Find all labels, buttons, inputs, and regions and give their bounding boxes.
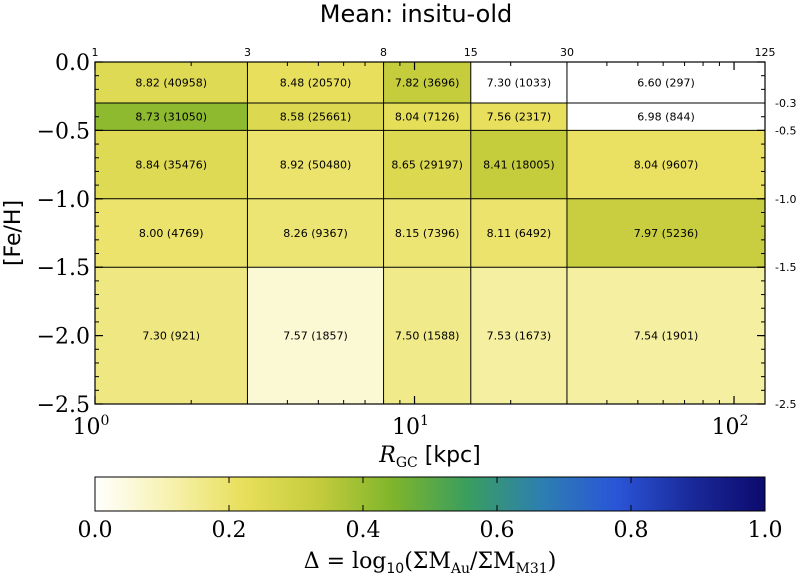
cell-label: 8.84 (35476) xyxy=(135,159,207,172)
heatmap-cell xyxy=(247,103,384,131)
y-axis-ticks: 0.0 −0.5 −1.0 −1.5 −2.0 −2.5 xyxy=(37,51,765,418)
y-tick-label: 0.0 xyxy=(55,51,90,76)
heatmap-cell xyxy=(566,198,765,268)
top-edge-label: 3 xyxy=(244,46,251,59)
cell-label: 7.57 (1857) xyxy=(283,330,348,343)
x-axis-label-main: R xyxy=(378,443,396,468)
y-axis-label: [Fe/H] xyxy=(1,200,26,266)
heatmap-cell xyxy=(247,267,384,404)
cell-label: 7.30 (1033) xyxy=(487,77,552,90)
cell-label: 8.15 (7396) xyxy=(395,227,460,240)
colorbar-tick-label: 0.4 xyxy=(346,518,381,543)
heatmap-cell xyxy=(95,62,248,104)
y-tick-label: −1.0 xyxy=(37,188,90,213)
x-axis-label-unit: [kpc] xyxy=(418,443,481,468)
x-tick-label: 102 xyxy=(712,413,749,440)
right-edge-label: -0.5 xyxy=(775,124,796,137)
heatmap-cell xyxy=(470,62,567,104)
cell-label: 8.04 (7126) xyxy=(395,111,460,124)
heatmap-cell xyxy=(383,198,471,268)
cell-label: 8.04 (9607) xyxy=(634,159,699,172)
cell-label: 6.98 (844) xyxy=(637,111,695,124)
top-bin-edge-labels: 1 3 8 15 30 125 xyxy=(92,46,776,59)
cell-label: 8.48 (20570) xyxy=(280,77,352,90)
heatmap-cell xyxy=(383,103,471,131)
chart-title: Mean: insitu-old xyxy=(320,0,512,28)
heatmap-cell xyxy=(566,130,765,199)
heatmap-cell xyxy=(470,103,567,131)
x-tick-label: 100 xyxy=(73,413,110,440)
colorbar-tick-label: 0.6 xyxy=(480,518,515,543)
heatmap-cells xyxy=(95,62,765,404)
colorbar-label: Δ = log10(ΣMAu/ΣMM31) xyxy=(304,549,557,576)
cell-label: 7.30 (921) xyxy=(142,330,200,343)
heatmap-cell xyxy=(95,130,248,199)
bin-lines xyxy=(95,62,765,404)
right-edge-label: -0.3 xyxy=(775,97,796,110)
cell-label: 8.26 (9367) xyxy=(283,227,348,240)
heatmap-cell xyxy=(383,267,471,404)
y-tick-label: −2.0 xyxy=(37,325,90,350)
colorbar-tick-label: 1.0 xyxy=(748,518,783,543)
heatmap-cell xyxy=(247,198,384,268)
right-edge-label: -1.5 xyxy=(775,261,796,274)
heatmap-cell xyxy=(383,62,471,104)
heatmap-cell xyxy=(247,130,384,199)
top-edge-label: 125 xyxy=(755,46,776,59)
heatmap-cell xyxy=(95,103,248,131)
cell-label: 8.73 (31050) xyxy=(135,111,207,124)
y-tick-label: −1.5 xyxy=(37,256,90,281)
heatmap-cell xyxy=(247,62,384,104)
heatmap-cell xyxy=(470,130,567,199)
top-edge-label: 15 xyxy=(464,46,478,59)
cell-label: 8.00 (4769) xyxy=(139,227,204,240)
x-tick-label: 101 xyxy=(392,413,429,440)
cell-label: 7.82 (3696) xyxy=(395,77,460,90)
right-edge-label: -1.0 xyxy=(775,193,796,206)
plot-frame xyxy=(94,61,766,405)
heatmap-cell xyxy=(470,198,567,268)
cell-label: 7.97 (5236) xyxy=(634,227,699,240)
heatmap-cell xyxy=(566,267,765,404)
top-edge-label: 30 xyxy=(560,46,574,59)
cell-label: 8.58 (25661) xyxy=(280,111,352,124)
x-axis-label: RGC [kpc] xyxy=(378,443,480,471)
cell-label: 6.60 (297) xyxy=(637,77,695,90)
cell-labels: 8.82 (40958) 8.48 (20570) 7.82 (3696) 7.30 … xyxy=(135,77,698,343)
y-tick-label: −2.5 xyxy=(37,393,90,418)
colorbar-ticks: 0.0 0.2 0.4 0.6 0.8 1.0 xyxy=(78,477,783,543)
right-bin-edge-labels: -0.3 -0.5 -1.0 -1.5 -2.5 xyxy=(775,97,796,411)
colorbar-tick-label: 0.0 xyxy=(78,518,113,543)
heatmap-cell xyxy=(566,62,765,104)
cell-label: 7.54 (1901) xyxy=(634,330,699,343)
cell-label: 7.53 (1673) xyxy=(487,330,552,343)
heatmap-cell xyxy=(470,267,567,404)
right-edge-label: -2.5 xyxy=(775,398,796,411)
colorbar-tick-label: 0.2 xyxy=(212,518,247,543)
cell-label: 7.56 (2317) xyxy=(487,111,552,124)
x-axis-ticks: 100 101 102 xyxy=(73,62,749,440)
cell-label: 7.50 (1588) xyxy=(395,330,460,343)
top-edge-label: 8 xyxy=(380,46,387,59)
heatmap-cell xyxy=(95,198,248,268)
x-axis-label-sub: GC xyxy=(396,455,418,471)
y-tick-label: −0.5 xyxy=(37,119,90,144)
cell-label: 8.41 (18005) xyxy=(483,159,555,172)
heatmap-cell xyxy=(566,103,765,131)
heatmap-cell xyxy=(383,130,471,199)
cell-label: 8.82 (40958) xyxy=(135,77,207,90)
colorbar xyxy=(94,476,766,512)
cell-label: 8.11 (6492) xyxy=(487,227,552,240)
heatmap-cell xyxy=(95,267,248,404)
top-edge-label: 1 xyxy=(92,46,99,59)
cell-label: 8.65 (29197) xyxy=(391,159,463,172)
cell-label: 8.92 (50480) xyxy=(280,159,352,172)
colorbar-tick-label: 0.8 xyxy=(614,518,649,543)
